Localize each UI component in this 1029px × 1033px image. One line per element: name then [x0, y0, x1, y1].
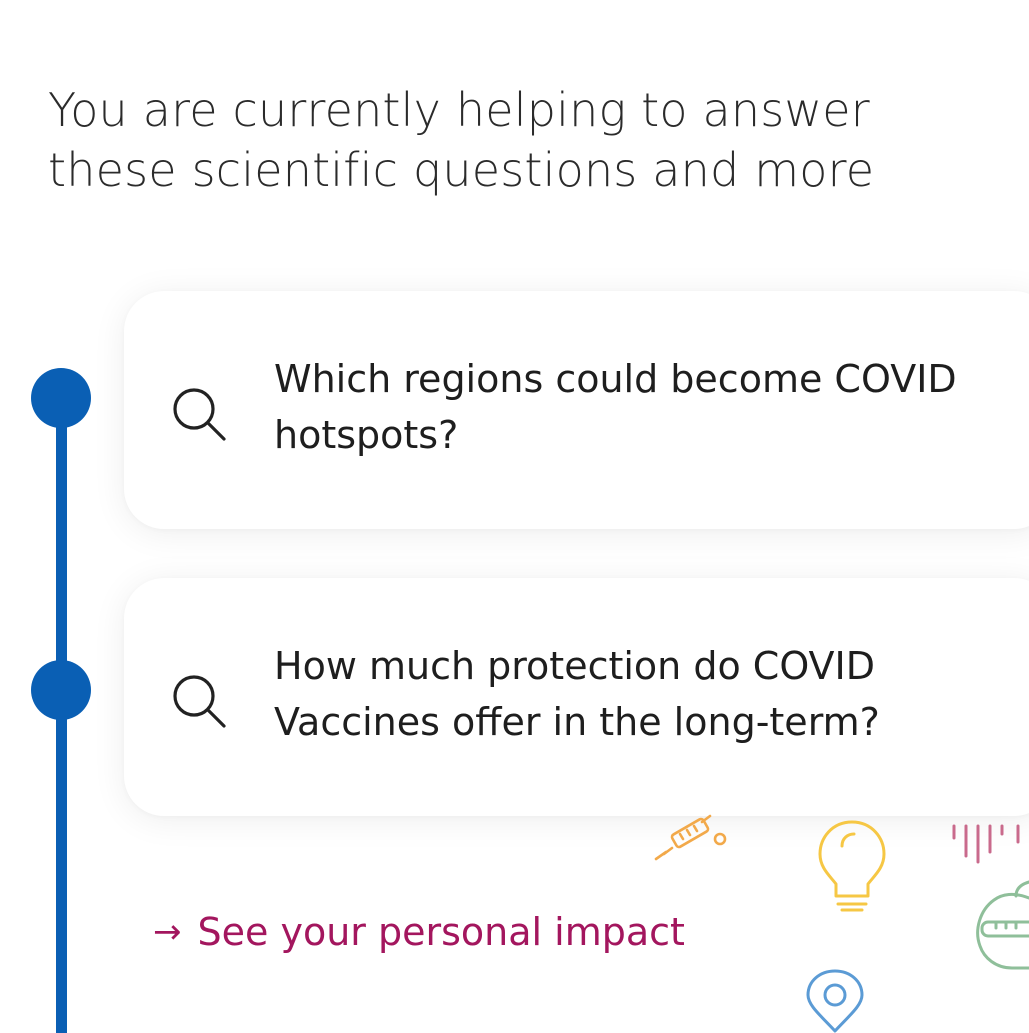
lightbulb-icon — [818, 820, 886, 912]
arrow-right-icon: → — [153, 912, 182, 952]
question-text: Which regions could become COVID hotspot… — [274, 357, 957, 457]
see-personal-impact-link[interactable]: → See your personal impact — [153, 902, 685, 962]
link-label: See your personal impact — [197, 910, 685, 954]
page-heading: You are currently helping to answer thes… — [48, 83, 875, 197]
syringe-icon — [654, 814, 727, 861]
apple-icon — [976, 880, 1029, 970]
search-icon — [173, 675, 226, 728]
question-text: How much protection do COVID Vaccines of… — [274, 644, 880, 744]
bar-marks-icon — [952, 824, 1020, 864]
question-card[interactable]: Which regions could become COVID hotspot… — [124, 291, 1029, 529]
timeline-dot — [31, 660, 91, 720]
timeline-dot — [31, 368, 91, 428]
question-card[interactable]: How much protection do COVID Vaccines of… — [124, 578, 1029, 816]
location-pin-icon — [806, 969, 864, 1033]
search-icon — [173, 388, 226, 441]
